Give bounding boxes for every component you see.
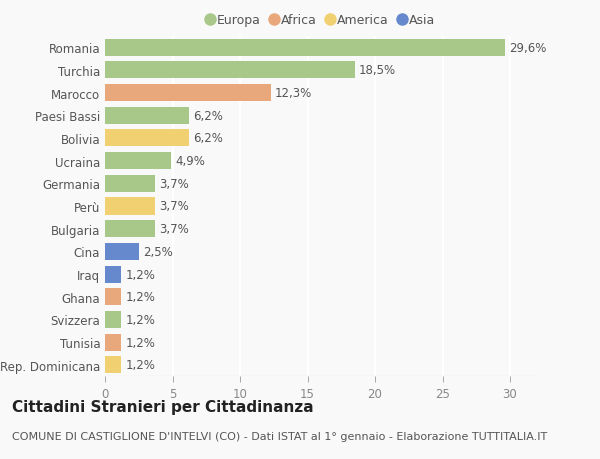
Text: 4,9%: 4,9% xyxy=(175,155,205,168)
Bar xyxy=(105,311,121,328)
Text: 1,2%: 1,2% xyxy=(125,313,155,326)
Text: COMUNE DI CASTIGLIONE D'INTELVI (CO) - Dati ISTAT al 1° gennaio - Elaborazione T: COMUNE DI CASTIGLIONE D'INTELVI (CO) - D… xyxy=(12,431,547,442)
Bar xyxy=(105,334,121,351)
Bar xyxy=(105,39,505,56)
Bar xyxy=(105,243,139,260)
Text: 3,7%: 3,7% xyxy=(159,200,189,213)
Bar xyxy=(105,357,121,374)
Text: 1,2%: 1,2% xyxy=(125,268,155,281)
Text: 2,5%: 2,5% xyxy=(143,246,173,258)
Bar xyxy=(105,221,155,238)
Legend: Europa, Africa, America, Asia: Europa, Africa, America, Asia xyxy=(207,14,435,27)
Bar xyxy=(105,153,171,170)
Text: 18,5%: 18,5% xyxy=(359,64,396,77)
Bar xyxy=(105,266,121,283)
Text: 12,3%: 12,3% xyxy=(275,87,313,100)
Bar xyxy=(105,289,121,306)
Text: 6,2%: 6,2% xyxy=(193,132,223,145)
Text: 29,6%: 29,6% xyxy=(509,42,546,55)
Bar xyxy=(105,107,188,124)
Bar xyxy=(105,85,271,102)
Bar xyxy=(105,175,155,192)
Text: 3,7%: 3,7% xyxy=(159,178,189,190)
Text: 1,2%: 1,2% xyxy=(125,336,155,349)
Bar xyxy=(105,62,355,79)
Text: 1,2%: 1,2% xyxy=(125,358,155,371)
Text: 6,2%: 6,2% xyxy=(193,110,223,123)
Bar xyxy=(105,130,188,147)
Text: 3,7%: 3,7% xyxy=(159,223,189,235)
Text: Cittadini Stranieri per Cittadinanza: Cittadini Stranieri per Cittadinanza xyxy=(12,399,314,414)
Bar xyxy=(105,198,155,215)
Text: 1,2%: 1,2% xyxy=(125,291,155,303)
